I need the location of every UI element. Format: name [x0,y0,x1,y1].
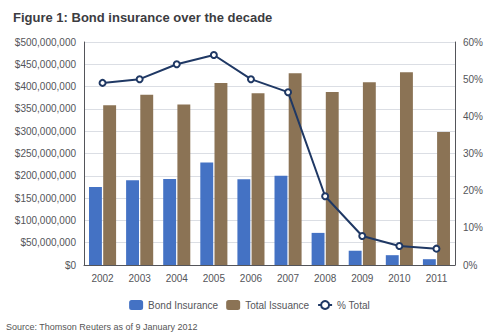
svg-text:30%: 30% [463,148,483,159]
svg-text:$250,000,000: $250,000,000 [15,148,77,159]
svg-text:10%: 10% [463,222,483,233]
svg-text:$400,000,000: $400,000,000 [15,81,77,92]
svg-text:2005: 2005 [203,273,226,284]
svg-text:% Total: % Total [337,300,370,311]
svg-text:$350,000,000: $350,000,000 [15,103,77,114]
svg-text:50%: 50% [463,74,483,85]
svg-text:2004: 2004 [166,273,189,284]
svg-text:2006: 2006 [240,273,263,284]
svg-text:40%: 40% [463,111,483,122]
svg-text:$100,000,000: $100,000,000 [15,215,77,226]
svg-text:2009: 2009 [351,273,374,284]
svg-text:$150,000,000: $150,000,000 [15,193,77,204]
svg-text:$200,000,000: $200,000,000 [15,170,77,181]
svg-text:$50,000,000: $50,000,000 [20,237,76,248]
svg-text:2008: 2008 [314,273,337,284]
svg-text:0%: 0% [463,260,478,271]
svg-text:$450,000,000: $450,000,000 [15,59,77,70]
svg-text:2011: 2011 [426,273,448,284]
svg-text:$0: $0 [65,260,77,271]
svg-text:Figure 1: Bond insurance over: Figure 1: Bond insurance over the decade [13,10,272,25]
svg-text:2010: 2010 [388,273,411,284]
svg-text:$500,000,000: $500,000,000 [15,37,77,48]
svg-text:Bond Insurance: Bond Insurance [148,300,218,311]
svg-text:2003: 2003 [129,273,152,284]
svg-text:20%: 20% [463,185,483,196]
svg-text:Total Issuance: Total Issuance [245,300,309,311]
svg-text:60%: 60% [463,37,483,48]
svg-text:Source: Thomson Reuters as of: Source: Thomson Reuters as of 9 January … [6,322,197,332]
svg-text:$300,000,000: $300,000,000 [15,126,77,137]
svg-text:2002: 2002 [91,273,114,284]
svg-text:2007: 2007 [277,273,300,284]
